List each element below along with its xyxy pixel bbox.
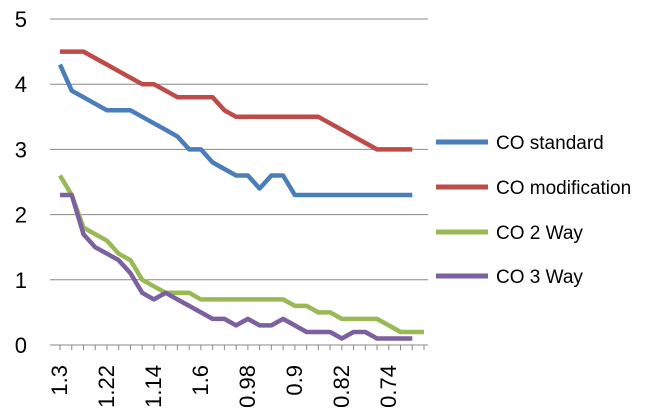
x-tick-label: 1.14 <box>141 365 166 408</box>
legend-label: CO 2 Way <box>496 223 583 244</box>
x-tick-label: 1.3 <box>47 365 72 396</box>
x-tick-label: 0.74 <box>376 365 401 408</box>
series-line-2 <box>60 49 413 152</box>
legend-label: CO standard <box>496 133 604 154</box>
y-tick-label: 2 <box>15 203 27 228</box>
y-tick-label: 5 <box>15 7 27 32</box>
x-tick-label: 0.9 <box>282 365 307 396</box>
x-tick-label: 1.6 <box>188 365 213 396</box>
series-lines <box>57 49 424 341</box>
y-tick-label: 1 <box>15 268 27 293</box>
legend-label: CO 3 Way <box>496 267 583 288</box>
axes: 0 1 2 3 4 5 1.3 1.22 1.14 1.6 0.98 0.9 0.82 0.74 <box>15 7 428 408</box>
series-line-3 <box>58 174 424 335</box>
x-tick-label: 1.22 <box>94 365 119 408</box>
gridlines <box>50 18 428 281</box>
y-tick-label: 0 <box>15 333 27 358</box>
series-line-4 <box>60 192 413 341</box>
legend-label: CO modification <box>496 178 631 199</box>
legend: CO standard CO modification CO 2 Way CO 3 W… <box>436 133 631 288</box>
series-line-1 <box>57 63 413 198</box>
y-tick-label: 4 <box>15 72 27 97</box>
x-tick-label: 0.98 <box>235 365 260 408</box>
x-tick-label: 0.82 <box>329 365 354 408</box>
y-tick-label: 3 <box>15 137 27 162</box>
